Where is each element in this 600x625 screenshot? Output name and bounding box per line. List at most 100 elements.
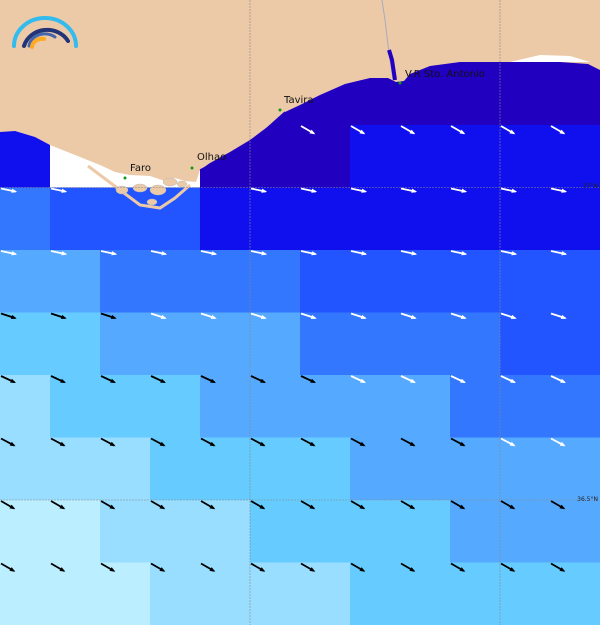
current-cell — [150, 562, 201, 625]
current-arrow — [400, 562, 416, 572]
current-cell — [250, 562, 301, 625]
current-arrow — [50, 437, 66, 447]
current-cell — [150, 250, 201, 313]
current-arrow — [500, 500, 516, 510]
current-cell — [100, 375, 151, 438]
current-arrow — [550, 250, 568, 256]
current-cell — [150, 375, 201, 438]
current-cell — [350, 437, 401, 501]
current-arrow — [350, 250, 368, 256]
current-arrow — [450, 125, 466, 135]
current-arrow — [0, 187, 18, 193]
current-cell — [150, 437, 201, 501]
current-cell — [300, 375, 351, 438]
current-cell — [300, 250, 351, 313]
current-cell — [200, 187, 251, 251]
current-arrow — [200, 562, 216, 572]
current-cell — [550, 562, 600, 625]
current-arrow — [350, 375, 366, 384]
current-cell — [50, 437, 101, 501]
current-cell — [350, 500, 401, 563]
current-arrow — [450, 312, 467, 319]
current-cell — [500, 62, 551, 126]
current-cell — [550, 437, 600, 501]
current-arrow — [450, 187, 468, 193]
current-arrow — [50, 500, 66, 510]
current-arrow — [200, 250, 218, 256]
current-arrow — [100, 312, 117, 319]
current-arrow — [300, 375, 316, 384]
current-arrow — [200, 375, 216, 384]
current-arrow — [500, 562, 516, 572]
current-cell — [500, 500, 551, 563]
current-cell — [150, 312, 201, 376]
current-cell — [0, 562, 51, 625]
current-arrow — [250, 375, 266, 384]
current-arrow — [550, 562, 566, 572]
olhao-marker — [190, 166, 194, 170]
current-arrow — [400, 187, 418, 193]
current-cell — [100, 500, 151, 563]
current-cell — [0, 437, 51, 501]
current-cell — [350, 312, 401, 376]
current-arrow — [50, 250, 68, 256]
current-cell — [200, 500, 251, 563]
current-cell — [400, 187, 451, 251]
current-arrow — [500, 437, 516, 447]
current-cell — [350, 375, 401, 438]
current-cell — [550, 375, 600, 438]
current-cell — [250, 125, 301, 188]
current-arrow — [300, 312, 317, 319]
current-arrow — [400, 500, 416, 510]
current-cell — [500, 187, 551, 251]
current-arrow — [150, 562, 166, 572]
current-arrow — [50, 562, 66, 572]
current-arrow — [100, 375, 116, 384]
current-cell — [450, 312, 501, 376]
current-arrow — [100, 437, 116, 447]
place-label-faro: Faro — [130, 163, 151, 174]
current-cell — [100, 250, 151, 313]
current-arrow — [550, 500, 566, 510]
current-arrow — [500, 375, 516, 384]
current-arrow — [200, 500, 216, 510]
current-cell — [0, 375, 51, 438]
current-arrow — [0, 500, 16, 510]
current-cell — [250, 187, 301, 251]
current-arrow — [250, 187, 268, 193]
current-cell — [500, 250, 551, 313]
current-arrow — [150, 250, 168, 256]
current-cell — [250, 375, 301, 438]
current-arrow — [350, 312, 367, 319]
current-arrow — [400, 250, 418, 256]
current-arrow — [0, 562, 16, 572]
current-cell — [100, 562, 151, 625]
current-cell — [450, 375, 501, 438]
current-arrow — [150, 375, 166, 384]
current-cell — [500, 125, 551, 188]
current-cell — [0, 312, 51, 376]
current-cell — [350, 125, 401, 188]
current-cell — [300, 562, 351, 625]
current-arrow — [350, 125, 366, 135]
current-cell — [100, 437, 151, 501]
current-arrow — [0, 250, 18, 256]
tavira-lagoon-channel — [199, 111, 286, 171]
vrsa-marker — [398, 81, 402, 85]
current-cell — [500, 562, 551, 625]
current-cell — [350, 562, 401, 625]
current-cell — [400, 562, 451, 625]
current-arrow — [400, 312, 417, 319]
current-cell — [400, 375, 451, 438]
current-arrow — [450, 500, 466, 510]
current-cell — [250, 250, 301, 313]
current-arrow — [500, 312, 517, 319]
latitude-label-37n: 37°N — [582, 183, 598, 190]
current-arrow — [50, 187, 68, 193]
current-cell — [50, 187, 101, 251]
current-cell — [200, 375, 251, 438]
current-cell — [400, 250, 451, 313]
